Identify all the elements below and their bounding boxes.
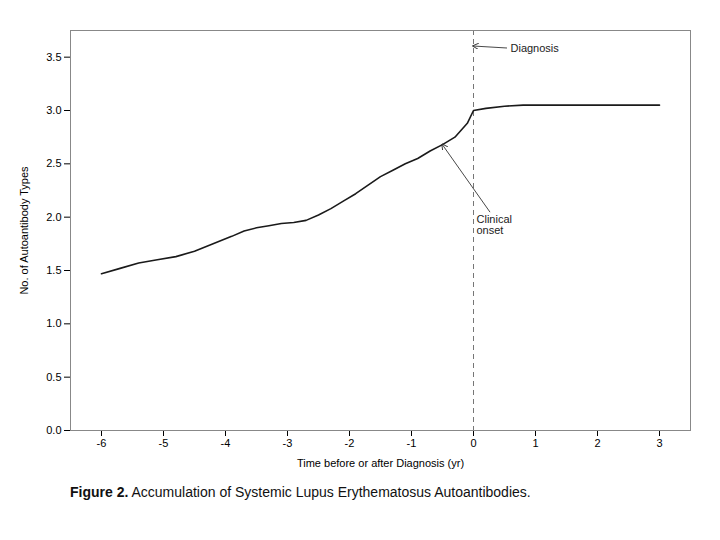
svg-text:-3: -3 [283,437,293,449]
svg-text:0.0: 0.0 [46,424,61,436]
svg-text:Diagnosis: Diagnosis [511,42,560,54]
svg-text:-1: -1 [407,437,417,449]
svg-text:3.5: 3.5 [46,51,61,63]
svg-text:-2: -2 [345,437,355,449]
svg-text:1.0: 1.0 [46,317,61,329]
svg-text:3: 3 [656,437,662,449]
html-text:Figure 2. Accumulation of Syst: Figure 2. Accumulation of Systemic Lupus… [70,484,531,500]
svg-text:2.5: 2.5 [46,157,61,169]
svg-text:1: 1 [532,437,538,449]
svg-text:0.5: 0.5 [46,371,61,383]
svg-text:Time before or after Diagnosis: Time before or after Diagnosis (yr) [297,457,464,469]
svg-text:-6: -6 [97,437,107,449]
svg-text:-4: -4 [221,437,231,449]
svg-text:3.0: 3.0 [46,104,61,116]
svg-text:-5: -5 [159,437,169,449]
svg-text:2.0: 2.0 [46,211,61,223]
svg-text:2: 2 [594,437,600,449]
svg-text:Clinicalonset: Clinicalonset [477,213,512,236]
svg-text:No. of Autoantibody Types: No. of Autoantibody Types [18,166,30,295]
svg-text:0: 0 [470,437,476,449]
svg-text:1.5: 1.5 [46,264,61,276]
